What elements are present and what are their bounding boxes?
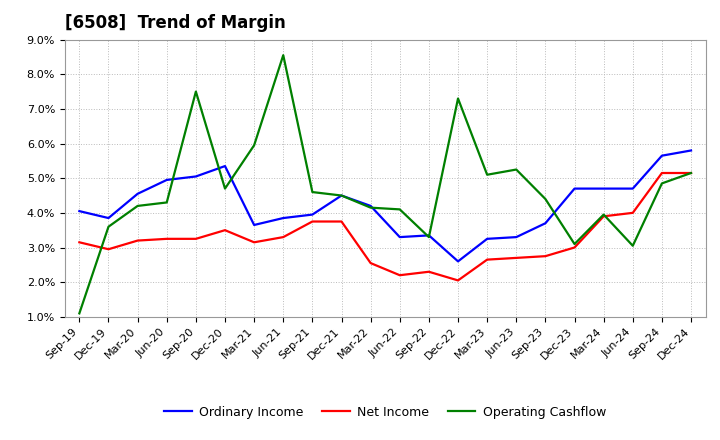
Operating Cashflow: [425, 235, 433, 240]
Ordinary Income: [425, 233, 433, 238]
Net Income: [279, 235, 287, 240]
Operating Cashflow: [337, 193, 346, 198]
Operating Cashflow: [133, 203, 142, 209]
Net Income: [541, 253, 550, 259]
Ordinary Income: [133, 191, 142, 196]
Line: Ordinary Income: Ordinary Income: [79, 150, 691, 261]
Net Income: [395, 272, 404, 278]
Operating Cashflow: [687, 170, 696, 176]
Operating Cashflow: [395, 207, 404, 212]
Ordinary Income: [570, 186, 579, 191]
Net Income: [308, 219, 317, 224]
Ordinary Income: [599, 186, 608, 191]
Net Income: [629, 210, 637, 216]
Net Income: [512, 255, 521, 260]
Ordinary Income: [192, 174, 200, 179]
Operating Cashflow: [75, 311, 84, 316]
Ordinary Income: [541, 220, 550, 226]
Operating Cashflow: [192, 89, 200, 94]
Ordinary Income: [163, 177, 171, 183]
Net Income: [163, 236, 171, 242]
Line: Net Income: Net Income: [79, 173, 691, 280]
Operating Cashflow: [366, 205, 375, 210]
Net Income: [687, 170, 696, 176]
Ordinary Income: [75, 209, 84, 214]
Operating Cashflow: [483, 172, 492, 177]
Net Income: [454, 278, 462, 283]
Net Income: [570, 245, 579, 250]
Operating Cashflow: [104, 224, 113, 229]
Net Income: [250, 240, 258, 245]
Ordinary Income: [483, 236, 492, 242]
Text: [6508]  Trend of Margin: [6508] Trend of Margin: [65, 15, 286, 33]
Operating Cashflow: [657, 181, 666, 186]
Ordinary Income: [250, 222, 258, 227]
Net Income: [104, 246, 113, 252]
Net Income: [657, 170, 666, 176]
Ordinary Income: [395, 235, 404, 240]
Operating Cashflow: [163, 200, 171, 205]
Ordinary Income: [104, 216, 113, 221]
Operating Cashflow: [220, 186, 229, 191]
Ordinary Income: [629, 186, 637, 191]
Operating Cashflow: [250, 143, 258, 148]
Ordinary Income: [454, 259, 462, 264]
Ordinary Income: [657, 153, 666, 158]
Net Income: [192, 236, 200, 242]
Line: Operating Cashflow: Operating Cashflow: [79, 55, 691, 313]
Ordinary Income: [337, 193, 346, 198]
Net Income: [483, 257, 492, 262]
Net Income: [425, 269, 433, 275]
Net Income: [366, 260, 375, 266]
Operating Cashflow: [279, 52, 287, 58]
Operating Cashflow: [454, 96, 462, 101]
Operating Cashflow: [541, 196, 550, 202]
Ordinary Income: [220, 163, 229, 169]
Operating Cashflow: [599, 212, 608, 217]
Ordinary Income: [308, 212, 317, 217]
Net Income: [133, 238, 142, 243]
Operating Cashflow: [629, 243, 637, 249]
Net Income: [75, 240, 84, 245]
Ordinary Income: [687, 148, 696, 153]
Operating Cashflow: [308, 189, 317, 194]
Operating Cashflow: [512, 167, 521, 172]
Operating Cashflow: [570, 242, 579, 247]
Ordinary Income: [366, 203, 375, 209]
Ordinary Income: [512, 235, 521, 240]
Net Income: [599, 214, 608, 219]
Ordinary Income: [279, 216, 287, 221]
Legend: Ordinary Income, Net Income, Operating Cashflow: Ordinary Income, Net Income, Operating C…: [159, 401, 611, 424]
Net Income: [220, 227, 229, 233]
Net Income: [337, 219, 346, 224]
